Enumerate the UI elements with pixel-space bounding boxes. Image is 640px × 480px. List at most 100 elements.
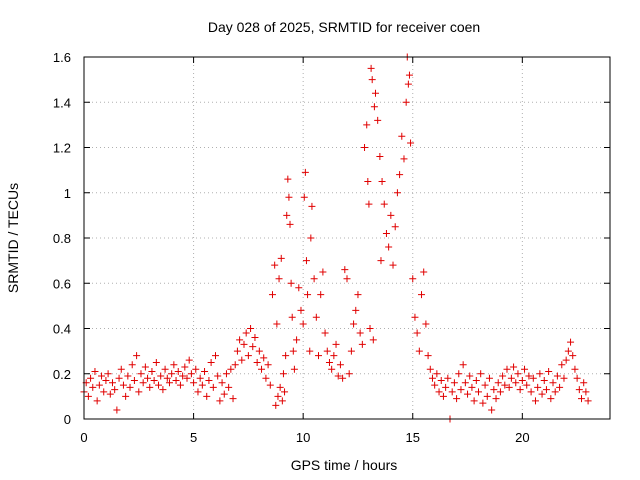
data-point [161, 365, 169, 373]
data-point [251, 334, 259, 342]
data-point [157, 372, 165, 380]
data-point [286, 220, 294, 228]
data-point [571, 365, 579, 373]
data-point [407, 139, 415, 147]
data-point [227, 365, 235, 373]
data-point [521, 365, 529, 373]
data-point [510, 363, 518, 371]
data-point [159, 386, 167, 394]
data-point [194, 388, 202, 396]
data-point [365, 200, 373, 208]
data-point [244, 352, 252, 360]
data-point [472, 377, 480, 385]
data-point [319, 268, 327, 276]
y-tick-label: 0.8 [53, 231, 71, 246]
data-point [281, 388, 289, 396]
data-point [126, 383, 134, 391]
data-point [295, 284, 303, 292]
data-point [98, 372, 106, 380]
data-point [343, 275, 351, 283]
data-point [117, 365, 125, 373]
data-point [233, 347, 241, 355]
data-point [148, 367, 156, 375]
data-point [321, 329, 329, 337]
x-tick-label: 10 [296, 430, 310, 445]
data-point [336, 361, 344, 369]
data-point [165, 379, 173, 387]
data-point [369, 336, 377, 344]
data-point [514, 370, 522, 378]
data-point [356, 329, 364, 337]
data-point [163, 374, 171, 382]
data-point [170, 361, 178, 369]
data-point [249, 343, 257, 351]
data-point [413, 329, 421, 337]
data-point [538, 390, 546, 398]
data-point [212, 352, 219, 360]
data-point [139, 379, 147, 387]
data-point [179, 372, 187, 380]
data-point [404, 80, 412, 88]
data-point [564, 347, 572, 355]
data-point [276, 383, 284, 391]
data-point [377, 257, 385, 265]
plot-frame [83, 56, 611, 420]
data-point [527, 388, 535, 396]
data-point [352, 306, 360, 314]
data-point [93, 397, 101, 405]
y-tick-labels: 0 0.2 0.4 0.6 0.8 1 1.2 1.4 1.6 [53, 50, 71, 427]
data-point [435, 388, 443, 396]
data-point [278, 397, 286, 405]
y-tick-label: 1.2 [53, 141, 71, 156]
data-point [411, 313, 419, 321]
data-point [525, 372, 533, 380]
data-point [104, 370, 112, 378]
data-point [556, 383, 564, 391]
data-point [378, 177, 386, 185]
data-point [255, 347, 263, 355]
x-tick-label: 0 [80, 430, 87, 445]
data-point [137, 370, 145, 378]
data-point [457, 386, 465, 394]
data-point [461, 379, 469, 387]
data-point [288, 313, 296, 321]
chart-title: Day 028 of 2025, SRMTID for receiver coe… [208, 19, 480, 35]
data-point [366, 325, 374, 332]
data-point [282, 352, 290, 360]
data-point [332, 340, 340, 348]
data-point [325, 358, 333, 366]
data-points [80, 53, 592, 423]
data-point [273, 320, 281, 328]
data-point [300, 193, 308, 201]
data-point [285, 193, 293, 201]
data-point [433, 370, 441, 378]
data-point [466, 372, 474, 380]
data-point [547, 395, 555, 403]
data-point [253, 358, 261, 366]
data-point [155, 381, 163, 389]
data-point [310, 275, 318, 283]
data-point [442, 383, 450, 391]
data-point [168, 370, 176, 378]
x-tick-label: 15 [406, 430, 420, 445]
data-point [124, 372, 132, 380]
data-point [382, 229, 390, 237]
data-point [350, 320, 358, 328]
data-point [122, 392, 130, 400]
data-point [499, 372, 507, 380]
data-point [187, 370, 195, 378]
data-point [328, 365, 336, 373]
grid-lines [84, 57, 610, 419]
data-point [323, 347, 331, 355]
data-point [562, 356, 570, 364]
data-point [402, 98, 410, 106]
data-point [330, 352, 338, 360]
data-point [95, 381, 103, 389]
data-point [358, 340, 366, 348]
data-point [205, 377, 213, 385]
data-point [450, 379, 458, 387]
x-axis-label: GPS time / hours [291, 457, 398, 473]
data-point [459, 361, 467, 369]
data-point [262, 374, 270, 382]
data-point [518, 377, 526, 385]
